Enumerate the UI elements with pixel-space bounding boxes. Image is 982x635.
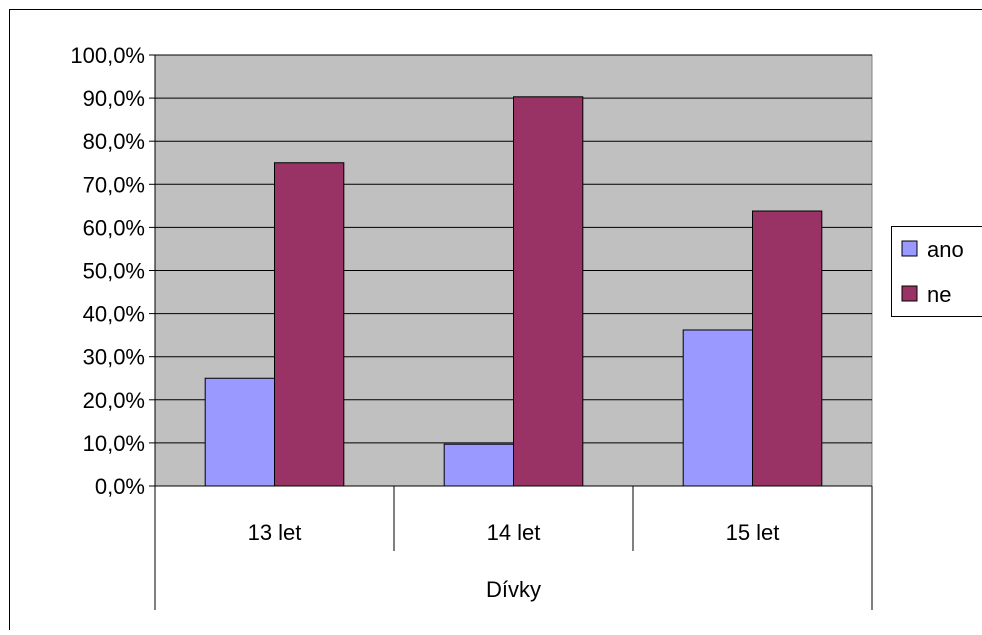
bar-ano bbox=[683, 330, 752, 486]
y-tick-label: 60,0% bbox=[83, 215, 145, 240]
bar-ano bbox=[205, 378, 274, 486]
legend-swatch-ano bbox=[902, 241, 917, 256]
bar-ne bbox=[514, 97, 583, 486]
y-tick-label: 100,0% bbox=[70, 43, 145, 68]
x-category-label: 13 let bbox=[248, 520, 302, 545]
bar-ano bbox=[444, 444, 513, 486]
x-group-label: Dívky bbox=[486, 577, 541, 602]
y-tick-label: 0,0% bbox=[95, 474, 145, 499]
y-tick-label: 40,0% bbox=[83, 302, 145, 327]
y-tick-label: 70,0% bbox=[83, 172, 145, 197]
bar-ne bbox=[753, 211, 822, 486]
x-category-label: 14 let bbox=[487, 520, 541, 545]
y-tick-label: 90,0% bbox=[83, 86, 145, 111]
y-tick-label: 30,0% bbox=[83, 345, 145, 370]
y-tick-label: 80,0% bbox=[83, 129, 145, 154]
legend-swatch-ne bbox=[902, 286, 917, 301]
y-tick-label: 20,0% bbox=[83, 388, 145, 413]
legend-label-ano: ano bbox=[927, 237, 964, 262]
bar-ne bbox=[275, 163, 344, 486]
x-category-label: 15 let bbox=[726, 520, 780, 545]
legend: ano ne bbox=[892, 227, 982, 317]
y-tick-label: 50,0% bbox=[83, 259, 145, 284]
y-tick-label: 10,0% bbox=[83, 431, 145, 456]
legend-label-ne: ne bbox=[927, 282, 951, 307]
